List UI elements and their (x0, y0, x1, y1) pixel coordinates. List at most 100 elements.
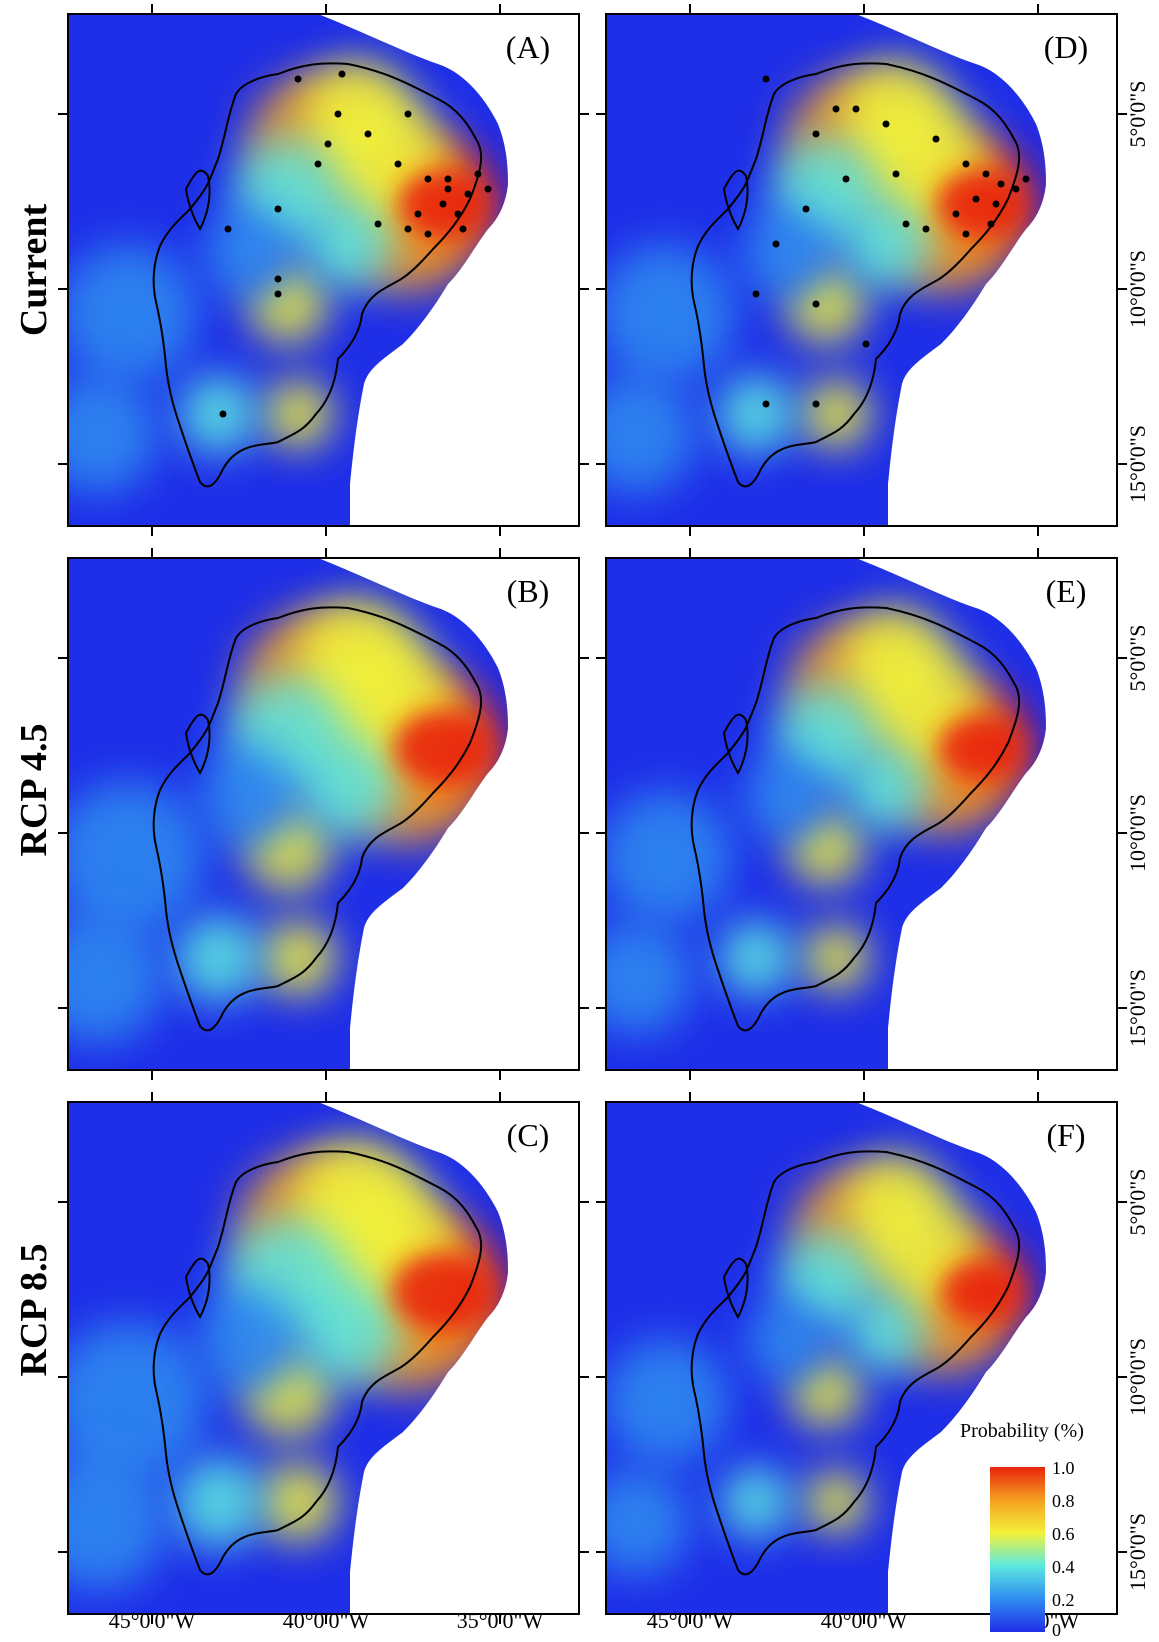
probability-surface (606, 59, 1036, 494)
row-label-current: Current (13, 204, 55, 337)
occurrence-point (444, 185, 452, 193)
y-tick-labels: 5°0'0"S 10°0'0"S 15°0'0"S 5°0'0"S 10°0'0"S 15… (1125, 81, 1150, 1591)
legend-tick-0-4: 0.4 (1052, 1557, 1075, 1577)
probability-surface (606, 1152, 1030, 1576)
panel-label: (E) (1046, 573, 1087, 609)
occurrence-point (444, 175, 452, 183)
occurrence-point (364, 130, 372, 138)
y-tick-row2-2: 15°0'0"S (1125, 1513, 1150, 1591)
map-panel-1: (B) (58, 548, 589, 1080)
occurrence-point (752, 290, 760, 298)
occurrence-point (992, 200, 1000, 208)
occurrence-point (439, 200, 447, 208)
occurrence-point (338, 70, 346, 78)
x-tick-left-35w: 35°0'0"W (457, 1608, 544, 1633)
occurrence-point (1012, 185, 1020, 193)
occurrence-point (324, 140, 332, 148)
occurrence-point (1022, 175, 1030, 183)
study-area-boundary (152, 606, 483, 1032)
occurrence-point (862, 340, 870, 348)
study-area-boundary (690, 606, 1021, 1032)
occurrence-point (424, 175, 432, 183)
occurrence-point (274, 205, 282, 213)
probability-surface (68, 1138, 507, 1591)
panel-label: (A) (506, 29, 550, 65)
occurrence-point (812, 400, 820, 408)
study-area-boundary-inner (722, 1257, 749, 1320)
occurrence-point (404, 225, 412, 233)
occurrence-point (454, 210, 462, 218)
occurrence-point (464, 190, 472, 198)
y-tick-row1-1: 10°0'0"S (1125, 794, 1150, 872)
occurrence-point (842, 175, 850, 183)
y-tick-row0-2: 15°0'0"S (1125, 425, 1150, 503)
legend-title: Probability (%) (960, 1420, 1084, 1442)
x-tick-right-45w: 45°0'0"W (647, 1608, 734, 1633)
occurrence-point (997, 180, 1005, 188)
row-label-rcp85: RCP 8.5 (13, 1244, 55, 1377)
study-area-boundary (152, 62, 483, 488)
study-area-boundary-inner (184, 713, 211, 776)
study-area-boundary-inner (184, 169, 211, 232)
map-panel-3: (D) (596, 4, 1127, 536)
map-panel-2: (C) (58, 1092, 589, 1624)
study-area-boundary-inner (184, 1257, 211, 1320)
occurrence-point (219, 410, 227, 418)
occurrence-point (952, 210, 960, 218)
occurrence-point (404, 110, 412, 118)
occurrence-point (982, 170, 990, 178)
map-panel-0: (A) (58, 4, 589, 536)
occurrence-point (772, 240, 780, 248)
legend-tick-1-0: 1.0 (1052, 1458, 1075, 1478)
probability-surface (606, 605, 1033, 1035)
y-tick-row0-1: 10°0'0"S (1125, 250, 1150, 328)
occurrence-point (962, 230, 970, 238)
study-area-boundary (690, 1150, 1021, 1576)
y-tick-row2-1: 10°0'0"S (1125, 1338, 1150, 1416)
occurrence-point (922, 225, 930, 233)
map-panel-4: (E) (596, 548, 1127, 1080)
occurrence-point (762, 75, 770, 83)
panel-frame (605, 13, 1118, 527)
occurrence-point (962, 160, 970, 168)
occurrence-point (334, 110, 342, 118)
study-area-boundary (152, 1150, 483, 1576)
occurrence-point (414, 210, 422, 218)
occurrence-point (294, 75, 302, 83)
study-area-boundary-inner (722, 713, 749, 776)
occurrence-point (812, 130, 820, 138)
panel-frame (605, 557, 1118, 1071)
legend-tick-0: 0 (1052, 1620, 1061, 1640)
x-tick-left-40w: 40°0'0"W (283, 1608, 370, 1633)
occurrence-point (484, 185, 492, 193)
occurrence-point (459, 225, 467, 233)
probability-surface (68, 597, 504, 1044)
study-area-boundary-inner (722, 169, 749, 232)
panel-frame (67, 13, 580, 527)
probability-surface (68, 59, 498, 494)
occurrence-point (972, 195, 980, 203)
x-tick-right-40w: 40°0'0"W (821, 1608, 908, 1633)
legend-colorbar (990, 1467, 1045, 1632)
map-panel-5: (F) (596, 1092, 1127, 1624)
occurrence-point (852, 105, 860, 113)
occurrence-point (987, 220, 995, 228)
occurrence-point (274, 290, 282, 298)
panel-label: (D) (1044, 29, 1088, 65)
occurrence-point (274, 275, 282, 283)
legend-tick-0-8: 0.8 (1052, 1491, 1075, 1511)
occurrence-point (902, 220, 910, 228)
occurrence-point (892, 170, 900, 178)
panel-frame (67, 1101, 580, 1615)
legend-tick-0-2: 0.2 (1052, 1590, 1075, 1610)
occurrence-point (802, 205, 810, 213)
x-tick-left-45w: 45°0'0"W (109, 1608, 196, 1633)
occurrence-point (224, 225, 232, 233)
y-tick-row1-2: 15°0'0"S (1125, 969, 1150, 1047)
y-tick-row1-0: 5°0'0"S (1125, 625, 1150, 692)
occurrence-point (882, 120, 890, 128)
occurrence-point (812, 300, 820, 308)
row-label-rcp45: RCP 4.5 (13, 724, 55, 857)
panel-frame (605, 1101, 1118, 1615)
occurrence-point (832, 105, 840, 113)
